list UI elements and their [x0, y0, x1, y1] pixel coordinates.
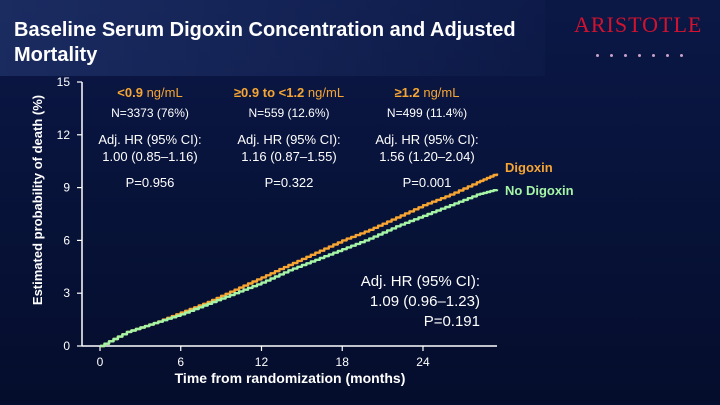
x-tick-label: 24 — [416, 355, 430, 369]
group-high-label: ≥1.2 — [394, 85, 420, 100]
y-tick-label: 15 — [57, 75, 71, 89]
y-tick-label: 12 — [57, 128, 71, 142]
x-tick-label: 18 — [336, 355, 350, 369]
y-tick-label: 3 — [63, 286, 70, 300]
logo-text: ARISTOTLE — [574, 12, 703, 37]
x-tick-label: 0 — [97, 355, 104, 369]
legend-digoxin: Digoxin — [505, 160, 553, 175]
overall-hr-value: 1.09 (0.96–1.23) — [369, 293, 480, 310]
group-high: ≥1.2 ng/mL N=499 (11.4%) Adj. HR (95% CI… — [362, 85, 492, 190]
group-low-label: <0.9 — [117, 85, 143, 100]
group-low-hr-label: Adj. HR (95% CI): — [98, 132, 202, 147]
x-axis-label: Time from randomization (months) — [174, 370, 406, 386]
x-tick-label: 6 — [177, 355, 184, 369]
group-mid: ≥0.9 to <1.2 ng/mL N=559 (12.6%) Adj. HR… — [224, 85, 354, 190]
group-mid-n: N=559 (12.6%) — [248, 106, 330, 120]
group-high-hr-value: 1.56 (1.20–2.04) — [379, 149, 475, 164]
overall-hr-label: Adj. HR (95% CI): — [360, 273, 480, 290]
group-mid-p: P=0.322 — [264, 175, 314, 190]
overall-hr: Adj. HR (95% CI): 1.09 (0.96–1.23) P=0.1… — [310, 272, 480, 332]
group-high-p: P=0.001 — [402, 175, 452, 190]
legend-no-digoxin: No Digoxin — [505, 183, 574, 198]
group-low-p: P=0.956 — [125, 175, 175, 190]
group-high-unit: ng/mL — [423, 85, 460, 100]
group-low-n: N=3373 (76%) — [111, 106, 189, 120]
group-low: <0.9 ng/mL N=3373 (76%) Adj. HR (95% CI)… — [85, 85, 215, 190]
group-mid-hr-label: Adj. HR (95% CI): — [237, 132, 341, 147]
y-tick-label: 0 — [63, 339, 70, 353]
group-low-hr-value: 1.00 (0.85–1.16) — [102, 149, 198, 164]
x-tick-label: 12 — [255, 355, 269, 369]
logo-dots — [596, 44, 694, 62]
slide-title: Baseline Serum Digoxin Concentration and… — [14, 19, 516, 66]
overall-p-value: P=0.191 — [423, 313, 480, 330]
group-mid-label: ≥0.9 to <1.2 — [233, 85, 305, 100]
group-mid-hr-value: 1.16 (0.87–1.55) — [241, 149, 337, 164]
title-band — [0, 0, 545, 76]
group-mid-unit: ng/mL — [307, 85, 345, 100]
y-axis-label: Estimated probability of death (%) — [30, 94, 45, 306]
aristotle-logo: ARISTOTLE — [570, 8, 710, 58]
group-high-n: N=499 (11.4%) — [386, 106, 468, 120]
group-low-unit: ng/mL — [146, 85, 183, 100]
y-tick-label: 6 — [63, 233, 70, 247]
group-high-hr-label: Adj. HR (95% CI): — [375, 132, 479, 147]
no-digoxin-curve — [100, 189, 499, 348]
y-tick-label: 9 — [63, 181, 70, 195]
